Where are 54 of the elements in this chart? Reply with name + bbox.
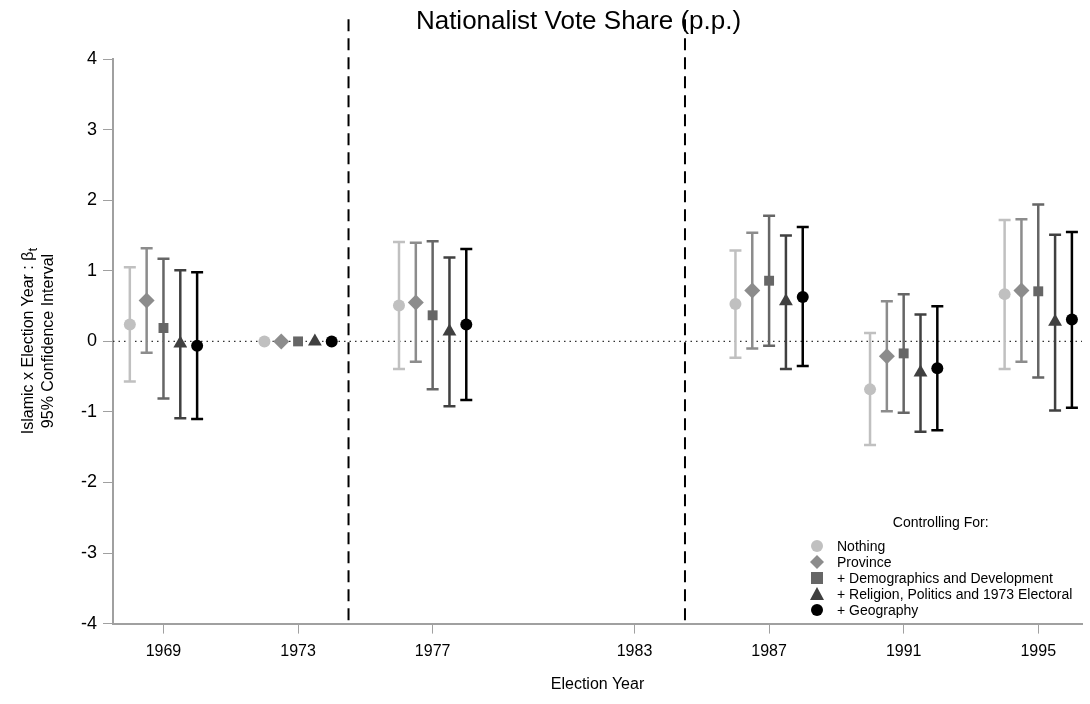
point [273, 333, 290, 350]
y-tick-label: 1 [86, 259, 97, 280]
point [258, 335, 271, 348]
point [123, 318, 136, 331]
point [913, 364, 928, 377]
point [158, 323, 169, 333]
point [744, 282, 761, 299]
point [1013, 282, 1030, 299]
x-tick-label: 1987 [751, 641, 787, 659]
point [325, 335, 338, 348]
point [878, 348, 895, 365]
point [898, 348, 909, 359]
point [1048, 313, 1063, 326]
point [407, 294, 424, 311]
chart-title: Nationalist Vote Share (p.p.) [415, 4, 742, 35]
point [796, 290, 809, 303]
y-tick-label: -4 [80, 612, 97, 633]
legend-label: + Demographics and Development [837, 569, 1053, 586]
point [427, 310, 438, 321]
y-tick-label: 0 [86, 330, 97, 351]
point [307, 333, 322, 346]
point [778, 293, 793, 306]
x-tick-label: 1977 [414, 641, 451, 659]
point [460, 318, 473, 331]
y-tick-label: 3 [86, 118, 97, 139]
x-tick-label: 1969 [145, 641, 182, 659]
point [1065, 313, 1078, 326]
point [998, 288, 1011, 301]
point [392, 299, 405, 312]
point [1033, 286, 1044, 297]
point [764, 275, 775, 286]
point [729, 298, 742, 311]
legend-label: + Geography [837, 601, 919, 618]
legend-label: Nothing [837, 537, 886, 554]
point [931, 362, 944, 375]
x-tick-label: 1973 [280, 641, 316, 659]
x-axis-title: Election Year [550, 674, 645, 692]
y-tick-label: 4 [86, 48, 97, 69]
x-tick-label: 1983 [616, 641, 653, 659]
y-tick-label: -2 [80, 471, 97, 492]
y-tick-label: -1 [80, 400, 97, 421]
point [191, 339, 204, 352]
x-tick-label: 1991 [885, 641, 922, 659]
legend-label: + Religion, Politics and 1973 Electoral [837, 585, 1073, 602]
point [138, 292, 155, 309]
y-tick-label: 2 [86, 189, 97, 210]
point [442, 323, 457, 336]
legend-title: Controlling For: [891, 513, 990, 530]
point [293, 336, 304, 347]
legend-label: Province [837, 553, 892, 570]
x-tick-label: 1995 [1020, 641, 1057, 659]
point [173, 335, 188, 348]
y-tick-label: -3 [80, 542, 97, 563]
point [864, 383, 877, 396]
